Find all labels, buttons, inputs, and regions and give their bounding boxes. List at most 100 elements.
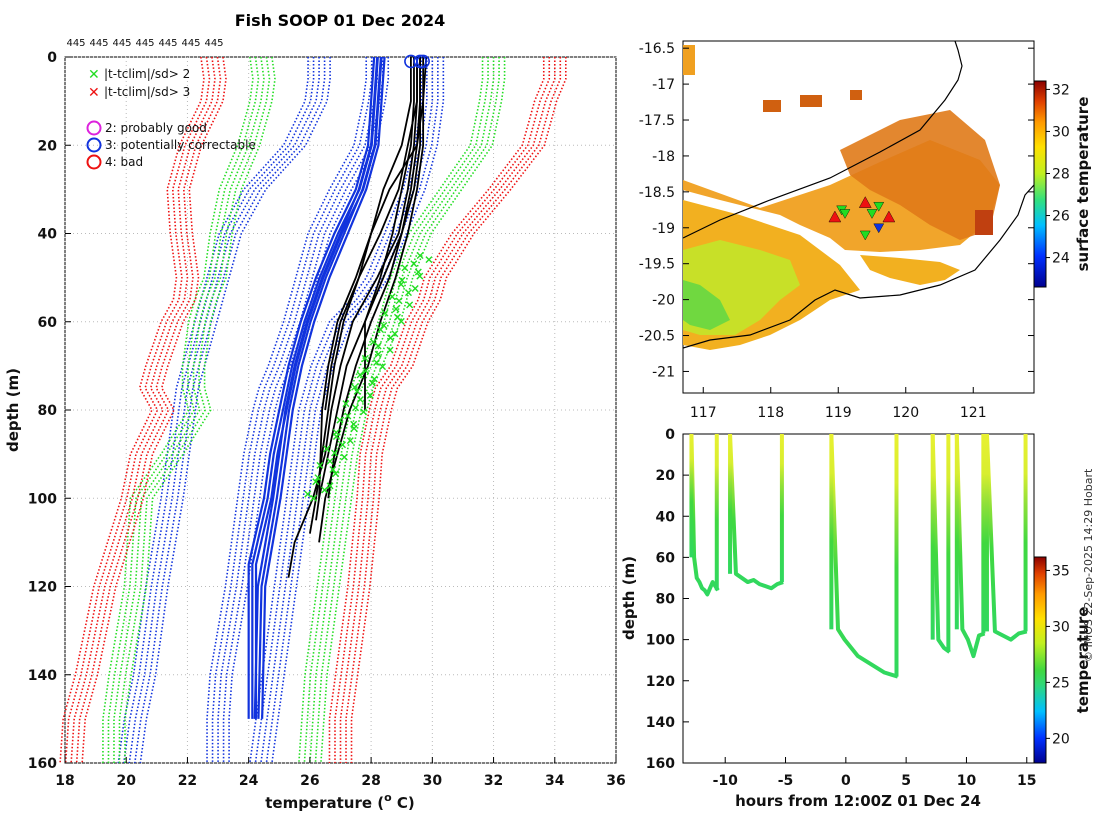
y-tick-label: -18.5: [639, 185, 675, 201]
x-tick-label: 32: [484, 773, 503, 789]
colorbar-tick-label: 20: [1052, 731, 1070, 747]
x-tick-label: 121: [960, 405, 987, 421]
map-marker: [882, 210, 896, 223]
x-tick-label: 22: [178, 773, 197, 789]
profile-ylabel: depth (m): [4, 368, 22, 452]
legend-item-green-x: ✕ |t-tclim|/sd> 2: [88, 67, 190, 83]
legend-label: 3: potentially correctable: [105, 138, 256, 152]
green-x-marker: [366, 391, 374, 399]
climatology-line: [309, 57, 495, 764]
profile-line: [327, 57, 425, 499]
sst-strip: [860, 255, 960, 285]
profile-panel: 18 20 22 24 26 28 30 32 34 36 0 20 40 60 80 100 120 140 1…: [4, 38, 626, 812]
black-profiles: [287, 56, 428, 578]
flag-circle-marker: [413, 54, 427, 69]
y-tick-label: -19: [652, 221, 675, 237]
x-tick-label: 20: [116, 773, 136, 789]
dive-tracks: [689, 434, 1028, 679]
sst-cooler-patch: [683, 280, 730, 330]
green-x-marker: [379, 363, 387, 371]
x-tick-label: 117: [690, 405, 717, 421]
green-x-marker: [406, 301, 414, 309]
top-count-label: 445: [181, 38, 200, 49]
map-marker: [873, 223, 885, 234]
y-tick-label: -21: [652, 364, 675, 380]
dive-descent: [728, 434, 733, 574]
y-tick-label: 160: [646, 756, 675, 772]
coastline: [683, 184, 1034, 349]
green-x-marker: [321, 486, 329, 494]
profile-axes: [64, 56, 617, 764]
green-x-marker: [377, 326, 385, 334]
sst-colorbar-label: surface temperature: [1074, 97, 1092, 272]
green-x-marker: [414, 268, 422, 276]
green-x-marker: [404, 289, 412, 297]
profile-line: [315, 57, 415, 521]
profile-line: [364, 57, 421, 410]
legend-label: 2: probably good: [105, 121, 207, 135]
y-tick-label: -17: [652, 77, 675, 93]
y-tick-label: 140: [28, 668, 57, 684]
profile-line: [318, 57, 412, 499]
dive-ascent: [779, 434, 784, 583]
climatology-line: [254, 57, 428, 764]
y-tick-label: 20: [38, 138, 58, 154]
dive-track: [728, 434, 784, 591]
green-x-marker: [374, 350, 382, 358]
profile-yticks: 0 20 40 60 80 100 120 140 160: [28, 50, 71, 772]
x-tick-label: 120: [892, 405, 919, 421]
sst-colorbar: [1033, 80, 1047, 288]
x-tick-label: -5: [778, 773, 794, 789]
map-yticks: -16.5 -17 -17.5 -18 -18.5 -19 -19.5 -20 -20.5 -21: [639, 41, 1034, 380]
x-tick-label: 0: [841, 773, 851, 789]
green-x-marker: [373, 359, 381, 367]
green-x-marker: [312, 478, 320, 486]
y-tick-label: 20: [656, 468, 676, 484]
green-x-marker: [339, 441, 347, 449]
green-x-marker: [304, 490, 312, 498]
dive-ascent: [714, 434, 719, 591]
x-tick-label: 118: [757, 405, 784, 421]
colorbar-tick-label: 25: [1052, 675, 1070, 691]
blue-profile-line: [261, 56, 386, 719]
dive-descent: [930, 434, 935, 640]
timeseries-panel: -10 -5 0 5 10 15 0 20 40 60 80 100 120 140 160 20 25 30…: [620, 427, 1092, 810]
green-x-marker: [350, 424, 358, 432]
flag-x-markers: [304, 252, 433, 502]
climatology-line: [59, 56, 205, 764]
profile-line: [324, 57, 418, 411]
green-x-marker: [360, 408, 368, 416]
green-x-marker: [388, 293, 396, 301]
colorbar-tick-label: 28: [1052, 166, 1070, 182]
dive-track: [829, 434, 899, 679]
green-x-marker: [344, 412, 352, 420]
climatology-line: [128, 57, 320, 764]
climatology-line: [75, 56, 222, 764]
green-x-marker: [336, 416, 344, 424]
y-tick-label: 80: [38, 403, 58, 419]
map-markers: [828, 196, 896, 241]
top-count-label: 445: [112, 38, 131, 49]
y-tick-label: 100: [28, 491, 57, 507]
green-x-marker: [361, 354, 369, 362]
colorbar-tick-label: 30: [1052, 124, 1070, 140]
x-tick-label: 5: [901, 773, 911, 789]
x-tick-label: 30: [423, 773, 443, 789]
map-marker: [873, 202, 885, 212]
x-tick-label: 119: [825, 405, 852, 421]
y-tick-label: 140: [646, 715, 675, 731]
y-tick-label: 40: [38, 227, 58, 243]
map-marker: [859, 230, 871, 241]
green-x-marker: [351, 383, 359, 391]
dive-track: [954, 434, 986, 659]
green-x-marker: [374, 342, 382, 350]
map-marker: [828, 210, 842, 223]
climatology-line: [122, 57, 315, 764]
timeseries-axes: [682, 433, 1035, 764]
green-x-marker: [323, 445, 331, 453]
sst-corner-patch: [683, 45, 695, 75]
climatology-line: [211, 57, 373, 763]
y-tick-label: -16.5: [639, 41, 675, 57]
y-tick-label: -17.5: [639, 113, 675, 129]
